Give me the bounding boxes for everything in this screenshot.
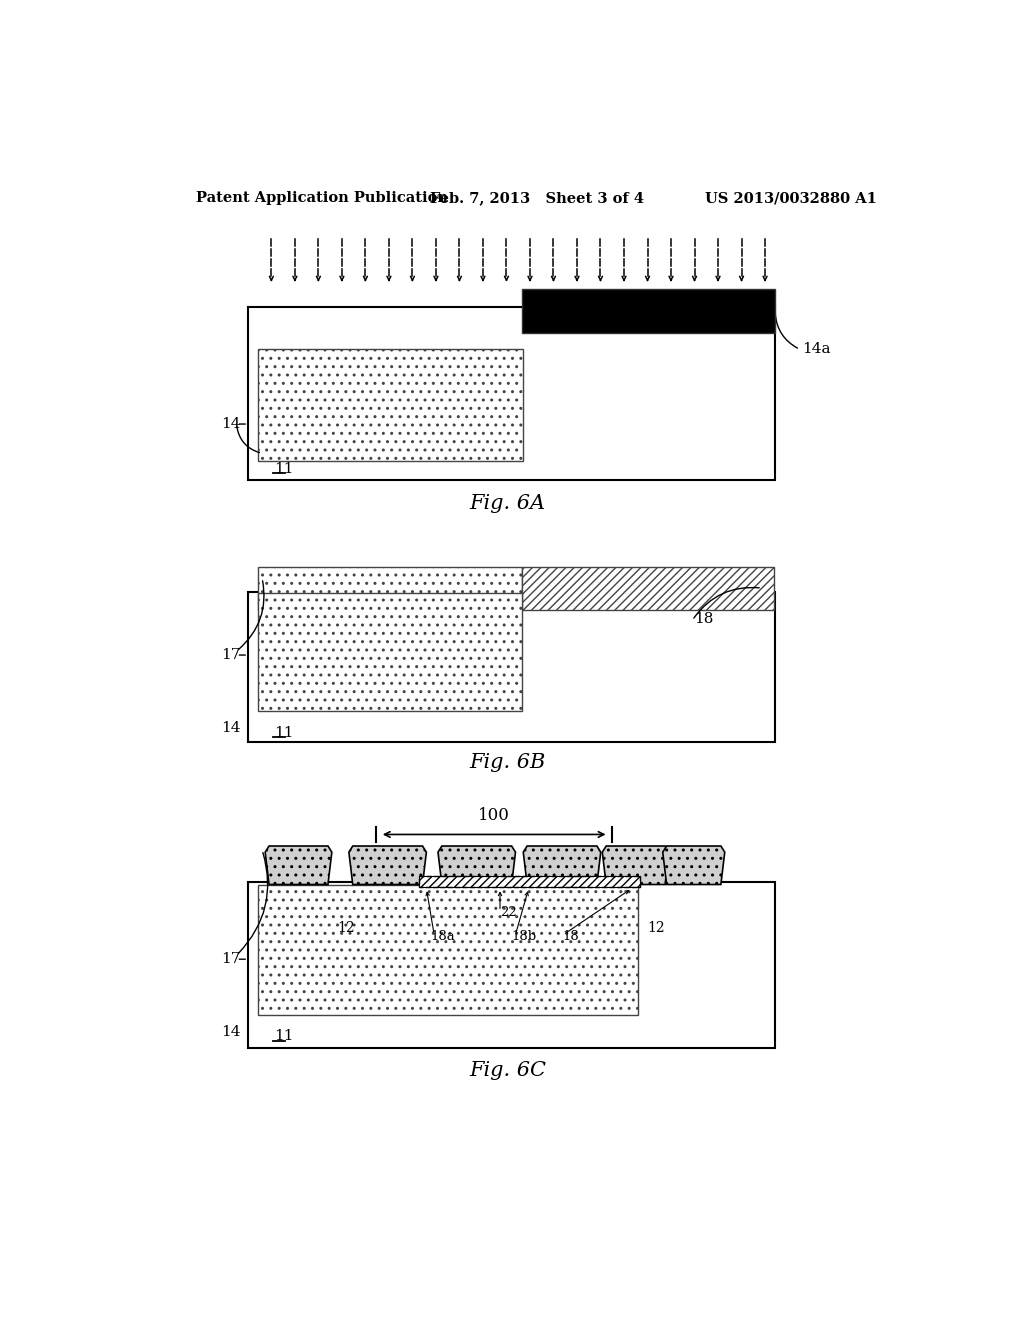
Text: 18a: 18a <box>430 929 455 942</box>
Text: 100: 100 <box>478 808 510 825</box>
Polygon shape <box>265 846 332 884</box>
Text: 12: 12 <box>647 921 665 936</box>
Text: 14: 14 <box>221 1026 241 1039</box>
Text: 14: 14 <box>221 417 241 432</box>
Bar <box>419 876 640 887</box>
Text: 18b: 18b <box>512 929 537 942</box>
Bar <box>258 884 638 1015</box>
Text: 17: 17 <box>221 952 241 966</box>
Text: Fig. 6A: Fig. 6A <box>470 494 546 513</box>
Text: 18: 18 <box>693 612 713 626</box>
Text: Patent Application Publication: Patent Application Publication <box>197 191 449 206</box>
Bar <box>258 594 521 711</box>
Text: 18: 18 <box>562 929 579 942</box>
Polygon shape <box>663 846 725 884</box>
Text: 17: 17 <box>221 648 241 663</box>
Text: 11: 11 <box>273 1030 293 1043</box>
Text: 11: 11 <box>273 462 293 475</box>
Text: US 2013/0032880 A1: US 2013/0032880 A1 <box>706 191 878 206</box>
Bar <box>248 308 775 480</box>
Bar <box>521 289 775 333</box>
Bar <box>419 876 640 887</box>
Text: Fig. 6B: Fig. 6B <box>470 754 546 772</box>
Polygon shape <box>602 846 669 884</box>
Text: Fig. 6C: Fig. 6C <box>469 1061 546 1080</box>
Text: 14a: 14a <box>802 342 830 356</box>
Text: 22: 22 <box>500 907 517 920</box>
Text: Feb. 7, 2013   Sheet 3 of 4: Feb. 7, 2013 Sheet 3 of 4 <box>430 191 644 206</box>
Bar <box>258 348 523 461</box>
Polygon shape <box>523 846 601 884</box>
Bar <box>248 591 775 742</box>
Polygon shape <box>349 846 426 884</box>
Polygon shape <box>438 846 515 884</box>
Bar <box>248 882 775 1048</box>
Text: 12: 12 <box>337 921 355 936</box>
Text: 11: 11 <box>273 726 293 739</box>
Bar <box>258 566 521 610</box>
Bar <box>521 566 773 610</box>
Text: 14: 14 <box>221 721 241 735</box>
